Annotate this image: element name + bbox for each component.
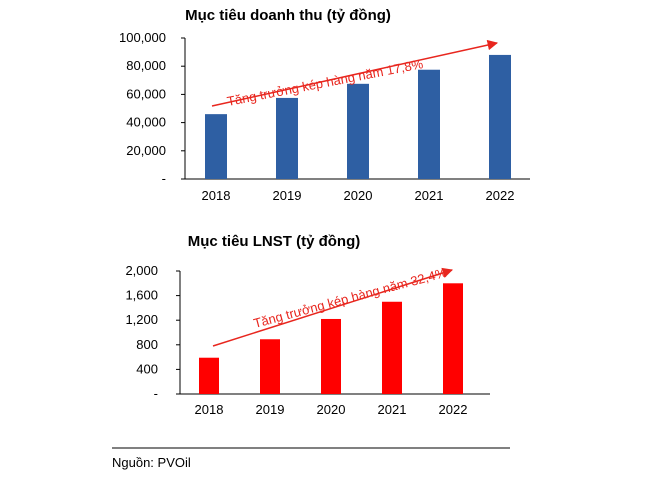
revenue-chart-title: Mục tiêu doanh thu (tỷ đồng) — [185, 7, 391, 24]
revenue-bar-2021 — [418, 69, 440, 179]
profit-x-tick-label: 2021 — [378, 402, 407, 417]
profit-bar-2018 — [199, 357, 219, 394]
revenue-growth-arrow — [211, 39, 499, 107]
revenue-bar-2020 — [347, 83, 369, 179]
revenue-chart: Mục tiêu doanh thu (tỷ đồng) - 20,000 40,0… — [119, 7, 530, 203]
profit-y-tick-label: 1,600 — [125, 288, 158, 303]
profit-x-tick-label: 2020 — [317, 402, 346, 417]
profit-y-tick-label: 1,200 — [125, 312, 158, 327]
revenue-y-tick-label: 60,000 — [126, 86, 166, 101]
profit-y-tick-label: 400 — [136, 361, 158, 376]
source-note: Nguồn: PVOil — [112, 455, 191, 470]
revenue-growth-annotation: Tăng trưởng kép hàng năm 17,8% — [226, 56, 425, 109]
revenue-x-tick-label: 2020 — [344, 188, 373, 203]
profit-bar-2019 — [260, 339, 280, 394]
profit-x-tick-label: 2022 — [439, 402, 468, 417]
revenue-y-tick-label: 100,000 — [119, 30, 166, 45]
revenue-bar-2018 — [205, 114, 227, 179]
revenue-y-tick-label: 40,000 — [126, 115, 166, 130]
revenue-bar-2022 — [489, 54, 511, 179]
profit-y-tick-label: 800 — [136, 337, 158, 352]
profit-x-tick-label: 2019 — [256, 402, 285, 417]
profit-bar-2021 — [382, 301, 402, 394]
profit-growth-annotation: Tăng trưởng kép hàng năm 32,4% — [252, 265, 449, 331]
revenue-x-tick-label: 2022 — [486, 188, 515, 203]
profit-x-tick-label: 2018 — [195, 402, 224, 417]
profit-chart-title: Mục tiêu LNST (tỷ đồng) — [188, 233, 360, 250]
revenue-bar-2019 — [276, 97, 298, 179]
revenue-x-tick-label: 2021 — [415, 188, 444, 203]
profit-y-tick-label: 2,000 — [125, 263, 158, 278]
profit-bar-2020 — [321, 318, 341, 394]
profit-y-tick-label: - — [154, 386, 158, 401]
revenue-x-tick-label: 2018 — [202, 188, 231, 203]
revenue-y-tick-label: 80,000 — [126, 58, 166, 73]
revenue-x-tick-label: 2019 — [273, 188, 302, 203]
revenue-y-tick-label: 20,000 — [126, 143, 166, 158]
profit-chart: Mục tiêu LNST (tỷ đồng) - 400 800 1,200 1,60… — [125, 233, 490, 417]
revenue-y-tick-label: - — [162, 171, 166, 186]
profit-bar-2022 — [443, 283, 463, 394]
profit-growth-arrow — [212, 267, 454, 347]
